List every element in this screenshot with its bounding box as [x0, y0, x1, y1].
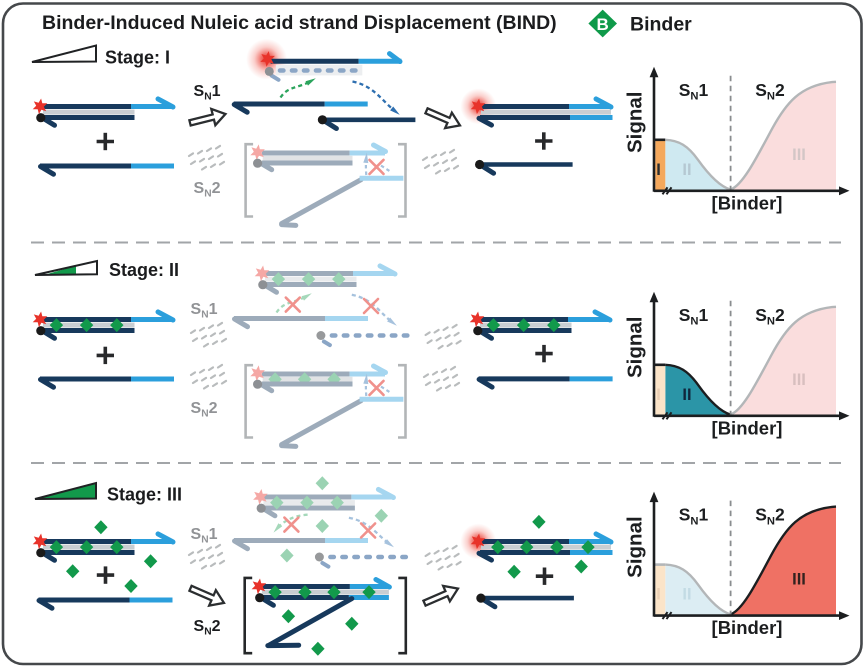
- svg-text:III: III: [792, 146, 806, 164]
- svg-text:[Binder]: [Binder]: [712, 417, 783, 438]
- svg-text:III: III: [792, 371, 806, 389]
- svg-text:SN2: SN2: [194, 618, 221, 638]
- svg-text:I: I: [656, 586, 661, 604]
- svg-text:Stage: I: Stage: I: [105, 48, 170, 68]
- svg-text:SN1: SN1: [679, 305, 709, 328]
- svg-text:I: I: [656, 386, 661, 404]
- svg-text:SN2: SN2: [191, 400, 218, 420]
- svg-text:SN1: SN1: [679, 80, 709, 103]
- svg-text:I: I: [656, 161, 661, 179]
- svg-text:SN2: SN2: [755, 305, 785, 328]
- svg-text:SN2: SN2: [194, 180, 221, 200]
- svg-text:II: II: [682, 386, 691, 404]
- svg-text:SN2: SN2: [755, 505, 785, 528]
- svg-text:III: III: [792, 571, 806, 589]
- svg-text:Binder-Induced Nuleic acid str: Binder-Induced Nuleic acid strand Displa…: [42, 12, 557, 34]
- svg-text:Signal: Signal: [624, 317, 647, 379]
- svg-text:[Binder]: [Binder]: [712, 617, 783, 638]
- svg-text:Stage: II: Stage: II: [109, 260, 179, 280]
- svg-text:Signal: Signal: [624, 516, 647, 578]
- svg-text:[Binder]: [Binder]: [712, 192, 783, 213]
- svg-text:B: B: [597, 15, 609, 34]
- svg-text:II: II: [682, 161, 691, 179]
- svg-text:Binder: Binder: [630, 14, 692, 36]
- svg-text:SN1: SN1: [191, 526, 218, 546]
- svg-text:SN1: SN1: [191, 301, 218, 321]
- svg-text:SN2: SN2: [755, 80, 785, 103]
- svg-text:SN1: SN1: [194, 83, 221, 103]
- svg-text:Stage: III: Stage: III: [107, 485, 182, 505]
- svg-text:II: II: [682, 586, 691, 604]
- svg-text:SN1: SN1: [679, 505, 709, 528]
- svg-text:Signal: Signal: [624, 92, 647, 154]
